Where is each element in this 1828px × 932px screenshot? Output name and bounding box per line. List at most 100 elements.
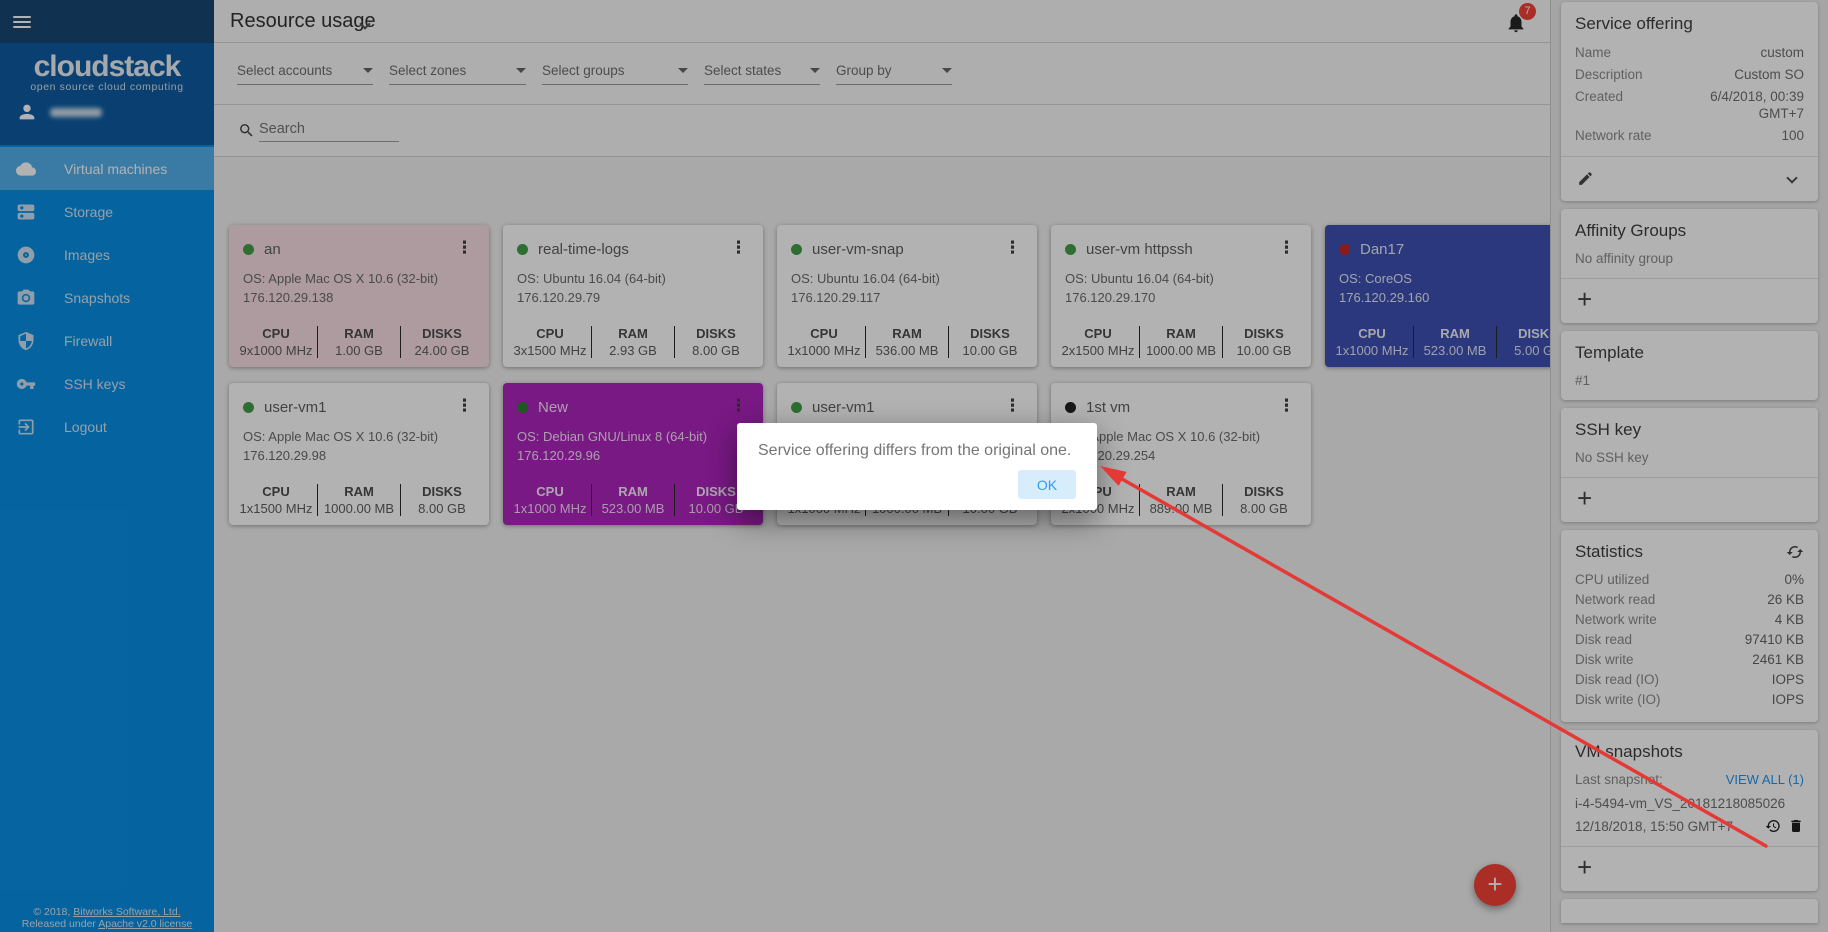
select-groups[interactable]: Select groups: [542, 63, 688, 85]
key-icon: [16, 378, 36, 389]
vm-os: OS: CoreOS: [1339, 271, 1412, 286]
vm-ip: 176.120.29.79: [517, 290, 601, 305]
status-dot: [243, 243, 254, 255]
hamburger-menu-icon[interactable]: [13, 16, 31, 30]
sidebar-item-storage[interactable]: Storage: [0, 190, 214, 233]
revert-snapshot-icon[interactable]: [1765, 818, 1781, 834]
sidebar-item-label: SSH keys: [64, 375, 126, 392]
service-offering-dialog: Service offering differs from the origin…: [737, 423, 1097, 510]
kebab-menu-icon[interactable]: ⋮: [1004, 238, 1021, 257]
status-dot: [1339, 243, 1350, 255]
vm-name: Dan17: [1360, 240, 1405, 258]
vm-os: OS: Apple Mac OS X 10.6 (32-bit): [243, 271, 439, 286]
vm-os: OS: Ubuntu 16.04 (64-bit): [1065, 271, 1214, 286]
affinity-empty-text: No affinity group: [1575, 251, 1674, 266]
add-affinity-group-button[interactable]: +: [1577, 284, 1593, 314]
add-snapshot-button[interactable]: +: [1577, 852, 1593, 882]
detail-row: Description Custom SO: [1575, 67, 1804, 82]
select-states[interactable]: Select states: [704, 63, 820, 85]
vm-ip: 176.120.29.170: [1065, 290, 1156, 305]
vm-card-user-vm-httpssh[interactable]: user-vm httpssh ⋮ OS: Ubuntu 16.04 (64-b…: [1051, 225, 1311, 367]
sidebar-header: [0, 0, 214, 43]
license-link[interactable]: Apache v2.0 license: [98, 918, 193, 930]
next-section-stub: [1561, 899, 1818, 923]
detail-row: Name custom: [1575, 45, 1804, 60]
dialog-message: Service offering differs from the origin…: [758, 442, 1072, 459]
status-dot: [243, 401, 254, 413]
kebab-menu-icon[interactable]: ⋮: [1004, 396, 1021, 415]
vm-card-user-vm-snap[interactable]: user-vm-snap ⋮ OS: Ubuntu 16.04 (64-bit)…: [777, 225, 1037, 367]
status-dot: [1065, 401, 1076, 413]
sidebar-item-label: Firewall: [64, 332, 113, 349]
vm-name: user-vm-snap: [812, 240, 904, 258]
search-icon: [240, 124, 253, 137]
status-dot: [1065, 243, 1076, 255]
notifications-button[interactable]: 7: [1505, 3, 1536, 42]
bitworks-link[interactable]: Bitworks Software, Ltd.: [73, 906, 181, 918]
affinity-groups-section: Affinity Groups No affinity group +: [1561, 209, 1818, 323]
storage-icon: [17, 204, 35, 219]
kebab-menu-icon[interactable]: ⋮: [730, 238, 747, 257]
bell-icon: [1508, 14, 1524, 33]
sidebar-item-ssh-keys[interactable]: SSH keys: [0, 362, 214, 405]
sidebar-item-label: Snapshots: [64, 289, 131, 306]
brand-block: cloudstack open source cloud computing: [0, 43, 214, 145]
detail-row: Created 6/4/2018, 00:39 GMT+7: [1575, 89, 1804, 121]
logo-tagline: open source cloud computing: [30, 81, 184, 93]
vm-name: user-vm1: [264, 398, 327, 416]
kebab-menu-icon[interactable]: ⋮: [730, 396, 747, 415]
sidebar-nav: Virtual machines Storage Images Snapshot…: [0, 147, 214, 448]
sidebar-item-label: Logout: [64, 418, 107, 435]
select-accounts[interactable]: Select accounts: [237, 63, 373, 85]
dropdown-arrow-icon: [363, 67, 373, 73]
ok-button[interactable]: OK: [1018, 470, 1076, 499]
sidebar: cloudstack open source cloud computing V…: [0, 0, 214, 932]
refresh-icon[interactable]: [1786, 543, 1804, 561]
delete-snapshot-icon[interactable]: [1788, 818, 1804, 834]
vm-os: OS: Apple Mac OS X 10.6 (32-bit): [243, 429, 439, 444]
cloud-icon: [16, 161, 36, 176]
notification-badge: 7: [1519, 3, 1536, 20]
dropdown-arrow-icon: [942, 67, 952, 73]
vm-specs: CPU 1x1500 MHz RAM 1000.00 MB DISKS 8.00 GB: [235, 484, 483, 516]
cloudstack-logo: cloudstack: [33, 50, 182, 83]
album-icon: [17, 246, 35, 263]
vm-card-new[interactable]: New ⋮ OS: Debian GNU/Linux 8 (64-bit) 17…: [503, 383, 763, 525]
sidebar-item-label: Images: [64, 246, 110, 263]
search-input[interactable]: [259, 119, 399, 142]
vm-specs: CPU 9x1000 MHz RAM 1.00 GB DISKS 24.00 GB: [235, 326, 483, 358]
sidebar-item-images[interactable]: Images: [0, 233, 214, 276]
select-group-by[interactable]: Group by: [836, 63, 952, 85]
section-title: SSH key: [1575, 420, 1642, 439]
kebab-menu-icon[interactable]: ⋮: [456, 396, 473, 415]
username-redacted: [50, 107, 102, 117]
user-avatar-icon: [19, 104, 35, 120]
edit-pencil-icon[interactable]: [1577, 170, 1594, 187]
kebab-menu-icon[interactable]: ⋮: [1278, 396, 1295, 415]
sidebar-item-label: Storage: [64, 203, 114, 220]
vm-card-an[interactable]: an ⋮ OS: Apple Mac OS X 10.6 (32-bit) 17…: [229, 225, 489, 367]
section-title: Affinity Groups: [1575, 221, 1687, 240]
vm-specs: CPU 1x1000 MHz RAM 523.00 MB DISKS 5.00 GB: [1331, 326, 1579, 358]
vm-specs: CPU 2x1500 MHz RAM 1000.00 MB DISKS 10.00 G…: [1057, 326, 1305, 358]
user-row[interactable]: [0, 93, 214, 123]
sidebar-item-logout[interactable]: Logout: [0, 405, 214, 448]
section-title: Template: [1575, 343, 1644, 362]
divider: [1561, 278, 1818, 279]
sidebar-item-firewall[interactable]: Firewall: [0, 319, 214, 362]
kebab-menu-icon[interactable]: ⋮: [456, 238, 473, 257]
status-dot: [517, 243, 528, 255]
select-zones[interactable]: Select zones: [389, 63, 526, 85]
kebab-menu-icon[interactable]: ⋮: [1278, 238, 1295, 257]
section-title: Service offering: [1575, 14, 1693, 33]
vm-name: real-time-logs: [538, 240, 629, 258]
sidebar-item-virtual-machines[interactable]: Virtual machines: [0, 147, 214, 190]
vm-name: an: [264, 240, 281, 258]
vm-ip: 176.120.29.117: [791, 290, 881, 305]
divider: [1561, 156, 1818, 157]
vm-card-user-vm1[interactable]: user-vm1 ⋮ OS: Apple Mac OS X 10.6 (32-b…: [229, 383, 489, 525]
vm-card-dan17[interactable]: Dan17 ⋮ OS: CoreOS 176.120.29.160 CPU1x1…: [1325, 225, 1585, 367]
sidebar-item-snapshots[interactable]: Snapshots: [0, 276, 214, 319]
create-vm-fab[interactable]: +: [1474, 864, 1516, 906]
vm-card-real-time-logs[interactable]: real-time-logs ⋮ OS: Ubuntu 16.04 (64-bi…: [503, 225, 763, 367]
